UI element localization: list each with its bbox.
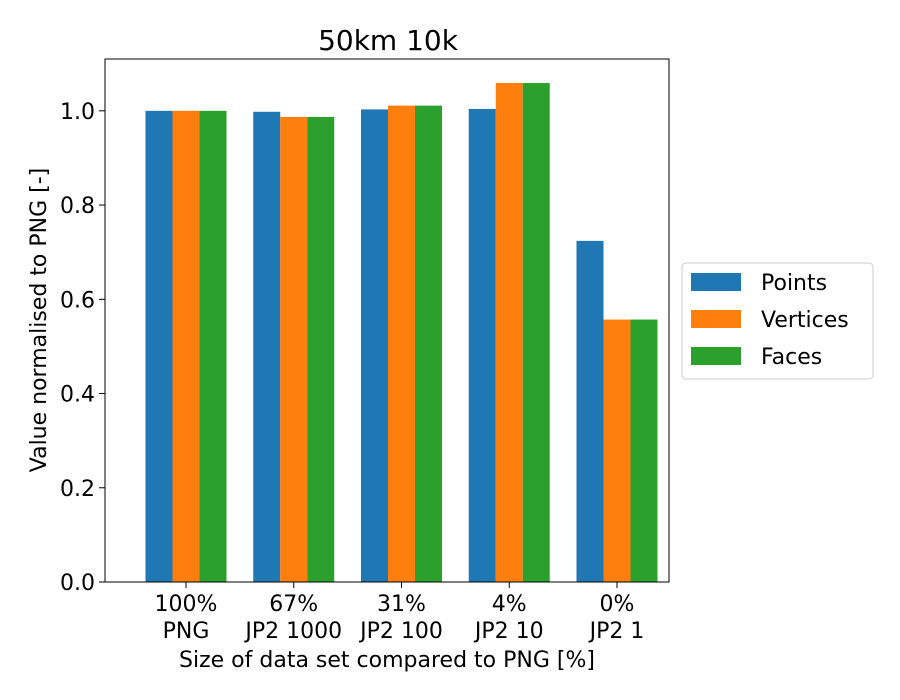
bar-faces-2: [415, 105, 442, 583]
y-tick-label: 0.2: [60, 477, 95, 502]
y-axis-label: Value normalised to PNG [-]: [27, 168, 52, 473]
legend-swatch-points: [691, 273, 741, 291]
bar-points-2: [361, 109, 388, 582]
x-tick-label: 100%: [155, 592, 218, 617]
x-tick-label: JP2 100: [358, 619, 443, 644]
x-tick-label: JP2 1000: [243, 619, 342, 644]
plot-area-frame: [104, 58, 670, 583]
x-axis-label: Size of data set compared to PNG [%]: [179, 648, 595, 673]
y-tick-label: 0.6: [60, 288, 95, 313]
bar-vertices-0: [172, 110, 200, 582]
bar-points-4: [576, 240, 604, 582]
x-tick-label: 0%: [600, 592, 635, 617]
legend-swatch-vertices: [691, 310, 741, 328]
x-tick-label: JP2 1: [588, 619, 645, 644]
chart-title: 50km 10k: [318, 24, 459, 57]
legend-label-faces: Faces: [761, 345, 822, 370]
bar-points-1: [253, 111, 281, 582]
y-tick-label: 1.0: [60, 100, 95, 125]
legend-swatch-faces: [691, 347, 741, 365]
x-tick-label: 67%: [269, 592, 318, 617]
legend: Points Vertices Faces: [681, 262, 874, 380]
bars-group: [145, 83, 658, 583]
x-tick-label: 31%: [377, 592, 426, 617]
y-tick-label: 0.0: [60, 571, 95, 596]
bar-points-3: [468, 108, 496, 582]
y-axis: 0.0 0.2 0.4 0.6 0.8 1.0: [60, 100, 105, 596]
bar-vertices-2: [388, 105, 415, 583]
legend-label-vertices: Vertices: [761, 308, 849, 333]
bar-faces-4: [630, 319, 658, 582]
bar-vertices-4: [603, 319, 631, 582]
bar-faces-0: [199, 110, 227, 582]
bar-faces-3: [522, 83, 550, 583]
x-tick-label: JP2 10: [473, 619, 544, 644]
bar-faces-1: [307, 116, 335, 583]
bar-vertices-1: [280, 116, 308, 583]
legend-label-points: Points: [761, 271, 827, 296]
x-tick-label: PNG: [163, 619, 210, 644]
x-axis: 100%PNG 67%JP2 1000 31%JP2 100 4%JP2 10 0%JP…: [155, 582, 645, 644]
bar-points-0: [145, 110, 173, 582]
y-tick-label: 0.4: [60, 383, 95, 408]
y-tick-label: 0.8: [60, 194, 95, 219]
x-tick-label: 4%: [492, 592, 527, 617]
bar-vertices-3: [495, 83, 523, 583]
